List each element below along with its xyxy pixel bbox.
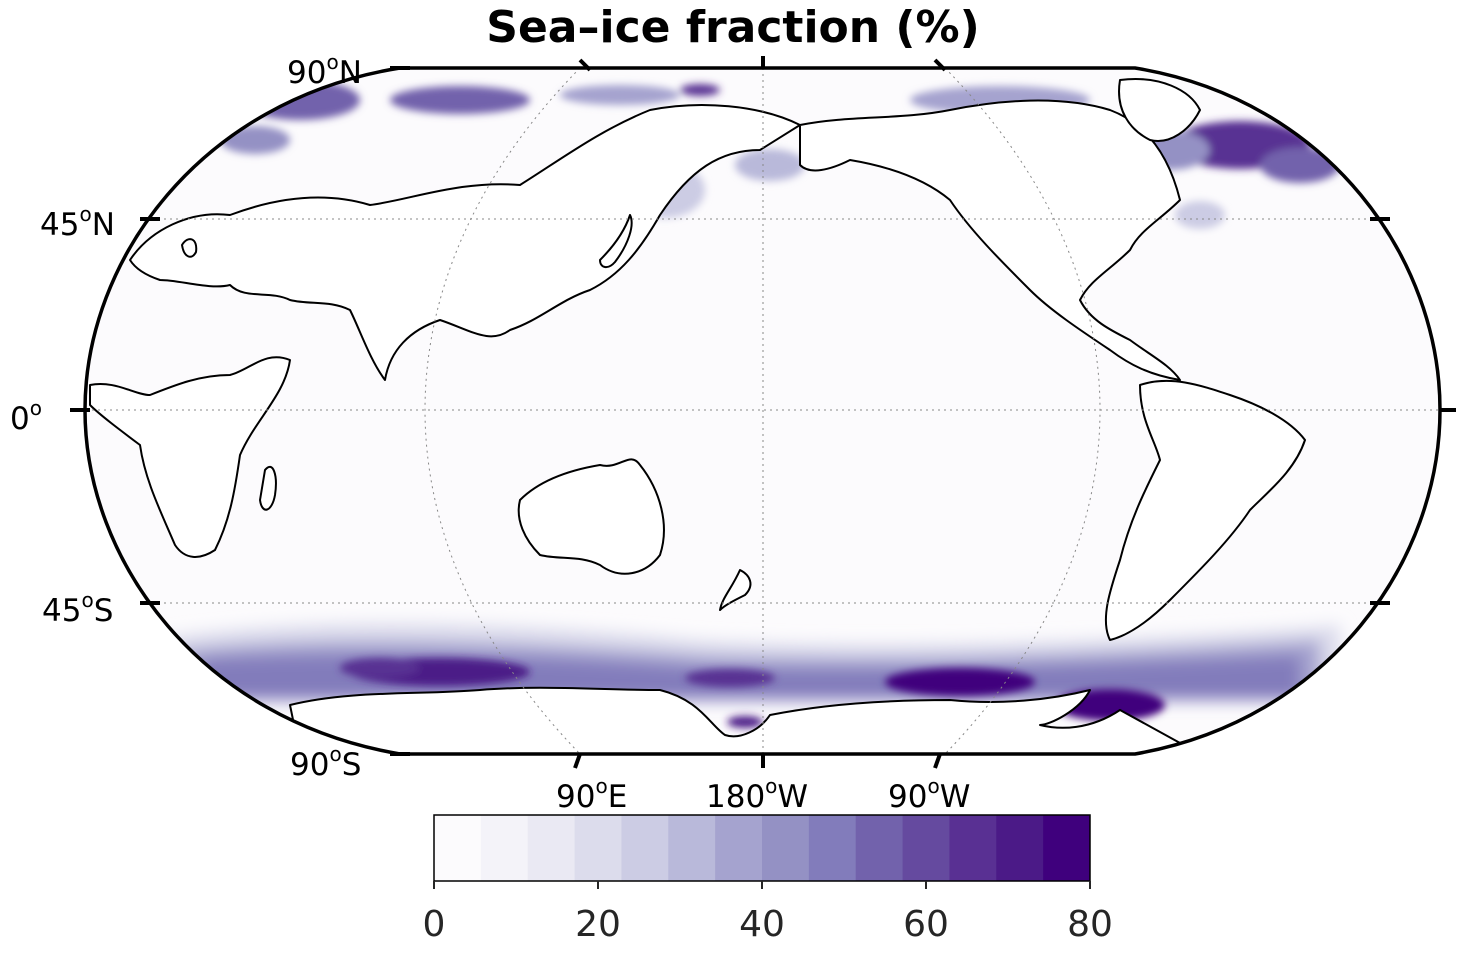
- graticule: [85, 68, 1440, 754]
- eurasia-landmass: [129, 104, 801, 381]
- colorbar-tick-label: 0: [422, 904, 446, 945]
- coastlines: [89, 78, 1306, 754]
- colorbar-tick-label: 60: [903, 904, 949, 945]
- greenland: [1118, 78, 1201, 142]
- colorbar-tick-label: 80: [1067, 904, 1113, 945]
- globe-outline: [83, 66, 1442, 756]
- lat-label-90n: 90oN: [287, 50, 362, 91]
- axis-ticks: [70, 56, 1456, 769]
- colorbar-segment: [621, 815, 669, 881]
- madagascar: [259, 465, 277, 511]
- colorbar-segment: [480, 815, 529, 881]
- japan: [599, 214, 633, 268]
- africa-landmass: [89, 356, 291, 558]
- lon-label-90w: 90oW: [888, 774, 971, 815]
- north-america-landmass: [799, 99, 1181, 381]
- colorbar-segment: [527, 815, 576, 881]
- colorbar-segment: [762, 815, 810, 881]
- colorbar-segment: [434, 815, 482, 881]
- britain: [181, 238, 198, 258]
- lon-label-90e: 90oE: [556, 774, 628, 815]
- new-zealand: [719, 569, 752, 611]
- colorbar-segment: [668, 815, 716, 881]
- south-america-landmass: [1104, 379, 1306, 641]
- colorbar-tick-label: 20: [575, 904, 621, 945]
- lat-label-45n: 45oN: [40, 202, 115, 243]
- colorbar-segment: [855, 815, 904, 881]
- colorbar: [434, 815, 1091, 881]
- australia-landmass: [517, 458, 665, 575]
- colorbar-ticks: [433, 881, 1091, 889]
- colorbar-segment: [902, 815, 950, 881]
- lat-label-45s: 45oS: [42, 588, 114, 629]
- lat-label-90s: 90oS: [290, 742, 362, 783]
- page-title: Sea–ice fraction (%): [486, 2, 980, 53]
- lat-label-0: 0o: [10, 396, 42, 437]
- colorbar-segment: [996, 815, 1044, 881]
- colorbar-segment: [715, 815, 763, 881]
- colorbar-segment: [574, 815, 622, 881]
- colorbar-segment: [949, 815, 997, 881]
- colorbar-segment: [808, 815, 857, 881]
- colorbar-tick-label: 40: [739, 904, 785, 945]
- colorbar-segment: [1043, 815, 1091, 881]
- antarctica-landmass: [289, 686, 1201, 754]
- lon-label-180w: 180oW: [706, 774, 809, 815]
